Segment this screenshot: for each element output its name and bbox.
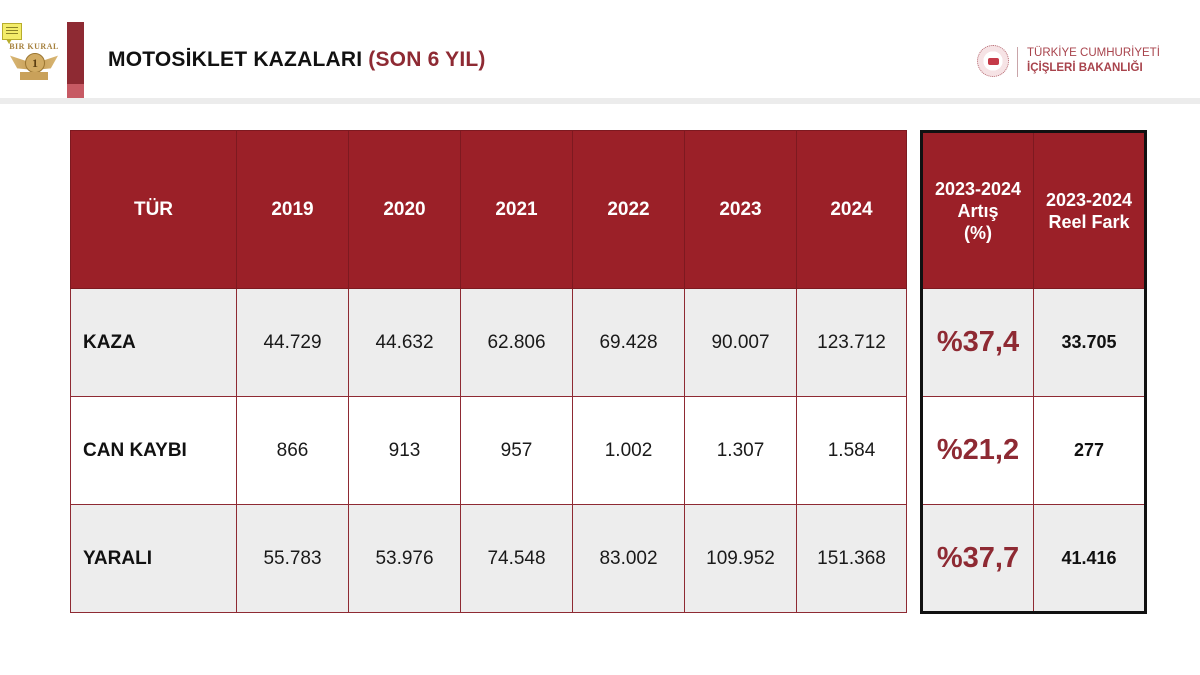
table-cell: 55.783 xyxy=(236,504,349,613)
ministry-divider xyxy=(1017,47,1018,77)
table-cell: 109.952 xyxy=(684,504,797,613)
column-header-2020: 2020 xyxy=(348,130,461,289)
column-header-2024: 2024 xyxy=(796,130,907,289)
page-title-accent: (SON 6 YIL) xyxy=(368,48,486,71)
header-line: 2023-2024 xyxy=(934,178,1022,199)
row-label: YARALI xyxy=(70,504,237,613)
sticky-note-icon[interactable] xyxy=(2,23,22,44)
table-row-can-kaybi: CAN KAYBI 866 913 957 1.002 1.307 1.584 xyxy=(70,396,907,505)
bir-kural-logo: BIR KURAL 1 xyxy=(8,42,60,86)
table-cell: 44.632 xyxy=(348,288,461,397)
row-label: KAZA xyxy=(70,288,237,397)
column-header-increase-pct: 2023-2024 Artış (%) xyxy=(921,131,1034,289)
table-row-yarali: YARALI 55.783 53.976 74.548 83.002 109.9… xyxy=(70,504,907,613)
increase-pct-cell: %37,4 xyxy=(921,288,1034,397)
real-difference-cell: 33.705 xyxy=(1033,288,1146,397)
table-cell: 957 xyxy=(460,396,573,505)
header-line: Artış xyxy=(957,200,999,221)
header-separator xyxy=(0,98,1200,104)
column-header-2022: 2022 xyxy=(572,130,685,289)
header-line: (%) xyxy=(964,222,992,243)
real-difference-cell: 41.416 xyxy=(1033,504,1146,613)
table-cell: 90.007 xyxy=(684,288,797,397)
header-line: Reel Fark xyxy=(1048,211,1130,232)
summary-row-yarali: %37,7 41.416 xyxy=(921,504,1146,613)
table-cell: 83.002 xyxy=(572,504,685,613)
table-cell: 62.806 xyxy=(460,288,573,397)
header-line: 2023-2024 xyxy=(1045,189,1133,210)
table-header-row: TÜR 2019 2020 2021 2022 2023 2024 xyxy=(70,130,907,289)
table-cell: 123.712 xyxy=(796,288,907,397)
ribbon-icon xyxy=(20,72,48,80)
column-header-type: TÜR xyxy=(70,130,237,289)
table-cell: 74.548 xyxy=(460,504,573,613)
table-cell: 1.307 xyxy=(684,396,797,505)
ministry-line1: TÜRKİYE CUMHURİYETİ xyxy=(1027,47,1160,59)
ministry-logo: TÜRKİYE CUMHURİYETİ İÇİŞLERİ BAKANLIĞI xyxy=(975,43,1165,83)
table-cell: 151.368 xyxy=(796,504,907,613)
increase-pct-cell: %37,7 xyxy=(921,504,1034,613)
page-title: MOTOSİKLET KAZALARI (SON 6 YIL) xyxy=(108,48,486,72)
title-accent-bar-light xyxy=(67,84,84,98)
table-cell: 866 xyxy=(236,396,349,505)
increase-pct-cell: %21,2 xyxy=(921,396,1034,505)
summary-row-kaza: %37,4 33.705 xyxy=(921,288,1146,397)
summary-row-can-kaybi: %21,2 277 xyxy=(921,396,1146,505)
table-cell: 1.584 xyxy=(796,396,907,505)
column-header-real-difference: 2023-2024 Reel Fark xyxy=(1033,131,1146,289)
row-label: CAN KAYBI xyxy=(70,396,237,505)
column-header-2021: 2021 xyxy=(460,130,573,289)
real-difference-cell: 277 xyxy=(1033,396,1146,505)
ministry-seal-icon xyxy=(977,45,1009,77)
page-title-main: MOTOSİKLET KAZALARI xyxy=(108,48,363,71)
table-cell: 53.976 xyxy=(348,504,461,613)
change-summary-table: 2023-2024 Artış (%) 2023-2024 Reel Fark … xyxy=(920,130,1147,614)
table-cell: 1.002 xyxy=(572,396,685,505)
table-cell: 44.729 xyxy=(236,288,349,397)
table-cell: 913 xyxy=(348,396,461,505)
title-accent-bar xyxy=(67,22,84,84)
summary-header-row: 2023-2024 Artış (%) 2023-2024 Reel Fark xyxy=(921,131,1146,289)
slide-header: BIR KURAL 1 MOTOSİKLET KAZALARI (SON 6 Y… xyxy=(0,0,1200,100)
ministry-line2: İÇİŞLERİ BAKANLIĞI xyxy=(1027,62,1143,74)
column-header-2019: 2019 xyxy=(236,130,349,289)
brand-logo-text: BIR KURAL xyxy=(9,42,59,51)
table-row-kaza: KAZA 44.729 44.632 62.806 69.428 90.007 … xyxy=(70,288,907,397)
column-header-2023: 2023 xyxy=(684,130,797,289)
badge-number: 1 xyxy=(25,53,45,73)
accident-stats-table: TÜR 2019 2020 2021 2022 2023 2024 KAZA 4… xyxy=(70,130,907,613)
table-cell: 69.428 xyxy=(572,288,685,397)
